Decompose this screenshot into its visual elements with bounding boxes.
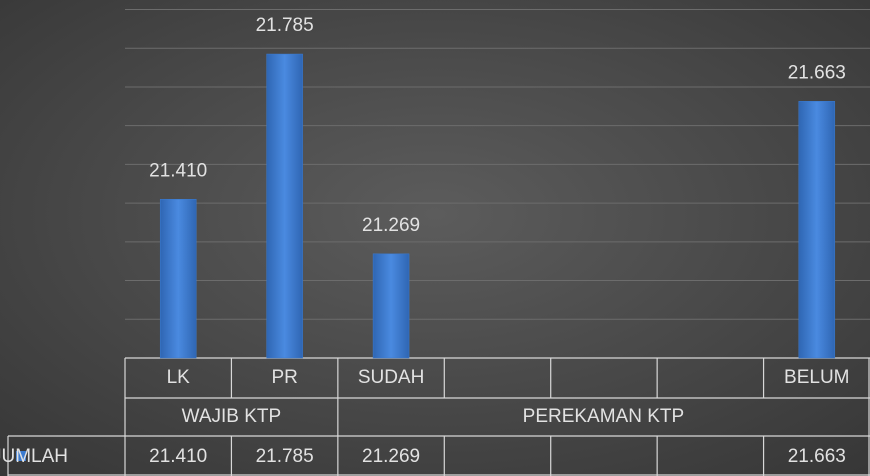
data-label: 21.269 bbox=[362, 215, 420, 236]
table-value: 21.785 bbox=[256, 446, 314, 467]
table-value: 21.663 bbox=[788, 446, 846, 467]
x-tick-label: LK bbox=[167, 367, 191, 388]
table-value: 21.269 bbox=[362, 446, 420, 467]
x-tick-label: PR bbox=[271, 367, 297, 388]
group-label: PEREKAMAN KTP bbox=[523, 406, 685, 427]
table-value: 21.410 bbox=[149, 446, 207, 467]
x-tick-label: BELUM bbox=[784, 367, 849, 388]
data-label: 21.785 bbox=[256, 15, 314, 36]
bar bbox=[266, 53, 303, 359]
data-label: 21.410 bbox=[149, 160, 207, 181]
bar bbox=[372, 253, 410, 359]
legend-swatch bbox=[16, 451, 26, 461]
bar bbox=[159, 198, 197, 359]
group-label: WAJIB KTP bbox=[182, 406, 282, 427]
data-label: 21.663 bbox=[788, 62, 846, 83]
x-tick-label: SUDAH bbox=[358, 367, 425, 388]
bar bbox=[798, 101, 836, 359]
legend-label: JUMLAH bbox=[0, 446, 68, 467]
